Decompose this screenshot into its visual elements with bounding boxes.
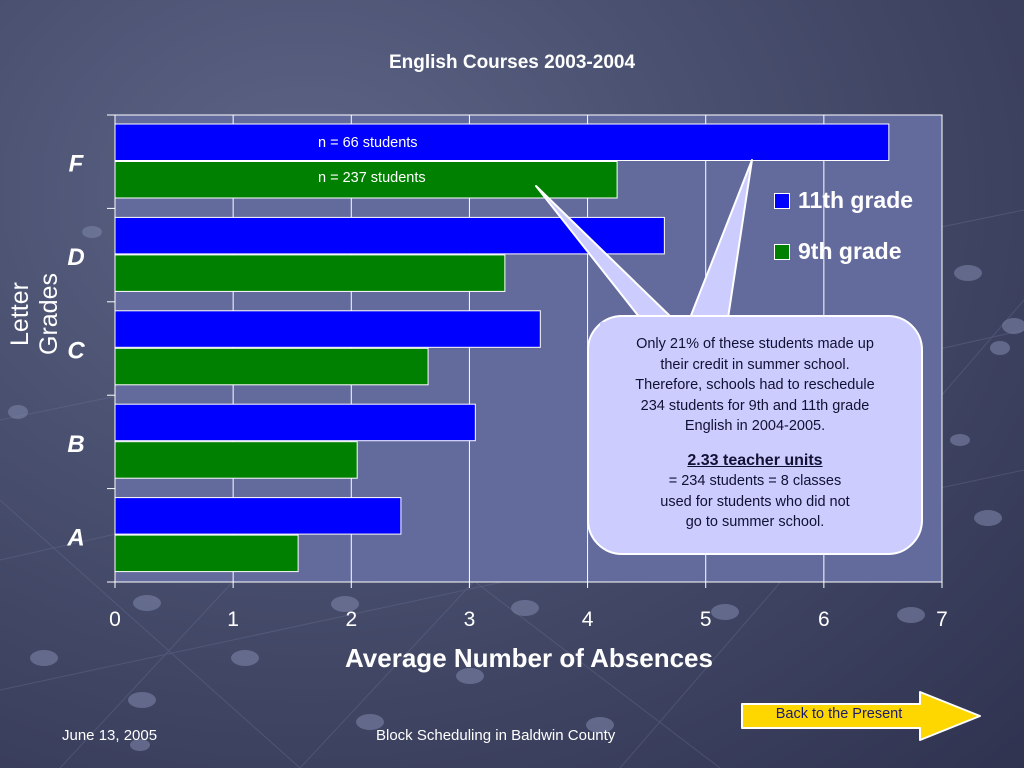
legend-item-11th-grade: 11th grade <box>774 187 913 214</box>
bar-11th-grade-f <box>114 123 890 161</box>
y-tick-label: F <box>69 151 85 178</box>
callout-text: Only 21% of these students made up their… <box>594 334 916 533</box>
legend-swatch-9th-grade <box>774 243 790 260</box>
x-tick-label: 2 <box>345 608 357 631</box>
callout-line-5: English in 2004-2005. <box>684 418 826 434</box>
bar-9th-grade-c <box>114 347 429 386</box>
footer-date: June 13, 2005 <box>62 727 158 744</box>
callout-line-8: go to summer school. <box>685 514 825 530</box>
bar-9th-grade-b <box>114 441 358 479</box>
x-tick-label: 0 <box>109 608 121 631</box>
bar-11th-grade-a <box>114 497 402 535</box>
arrow-right-icon <box>741 691 981 741</box>
footer-title: Block Scheduling in Baldwin County <box>376 727 616 744</box>
legend-label-11th-grade: 11th grade <box>798 187 914 213</box>
x-tick-label: 4 <box>582 608 594 631</box>
x-axis-label: Average Number of Absences <box>345 643 713 673</box>
bar-9th-grade-f <box>114 161 618 199</box>
legend-swatch-11th-grade <box>774 192 790 209</box>
callout-line-7: used for students who did not <box>660 493 850 510</box>
y-tick-label: C <box>67 338 85 365</box>
legend-item-9th-grade: 9th grade <box>774 238 902 265</box>
y-tick-label: B <box>67 431 84 458</box>
bar-11th-grade-c <box>114 310 541 348</box>
back-to-present-label: Back to the Present <box>775 706 903 722</box>
callout-teacher-units: 2.33 teacher units <box>687 451 823 469</box>
annotation-n-11th: n = 66 students <box>318 135 418 151</box>
callout-line-4: 234 students for 9th and 11th grade <box>640 397 870 414</box>
bar-9th-grade-a <box>114 534 299 573</box>
callout-line-2: their credit in summer school. <box>660 356 850 373</box>
callout-line-1: Only 21% of these students made up <box>636 336 874 352</box>
callout-line-6: = 234 students = 8 classes <box>668 473 842 489</box>
x-tick-label: 7 <box>936 608 948 631</box>
x-tick-label: 6 <box>818 608 830 631</box>
bar-9th-grade-d <box>114 254 506 292</box>
callout-line-3: Therefore, schools had to reschedule <box>635 377 875 393</box>
x-tick-label: 1 <box>227 608 239 631</box>
y-tick-label: A <box>66 524 84 551</box>
back-to-present-button[interactable]: Back to the Present <box>740 690 984 742</box>
annotation-n-9th: n = 237 students <box>318 170 426 186</box>
x-tick-label: 3 <box>464 608 476 631</box>
x-tick-label: 5 <box>700 608 712 631</box>
y-tick-label: D <box>67 244 84 271</box>
legend-label-9th-grade: 9th grade <box>798 238 902 264</box>
chart-title: English Courses 2003-2004 <box>388 52 636 73</box>
bar-11th-grade-b <box>114 403 476 442</box>
